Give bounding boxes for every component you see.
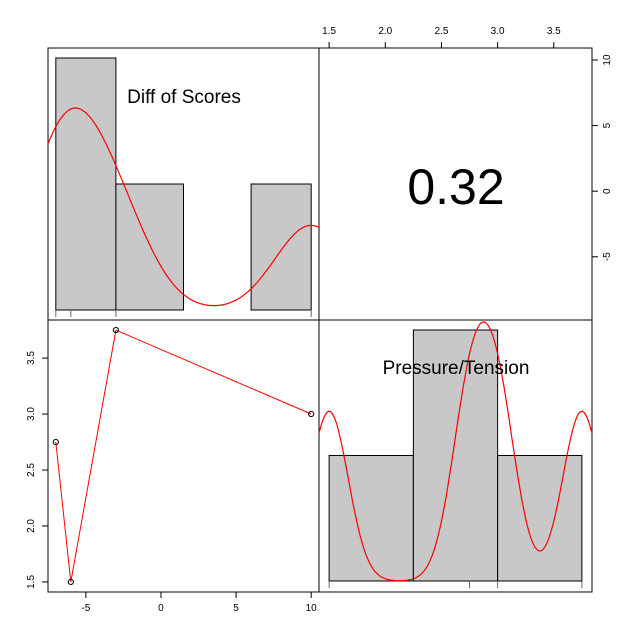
scatter-point	[67, 578, 74, 586]
panel-bottom-left-frame	[47, 319, 320, 593]
axis-top-tick-label: 3.5	[547, 26, 561, 37]
axis-right-tick-label: 5	[602, 122, 613, 128]
hist-pressure-bar	[412, 329, 499, 582]
hist-pressure-bar	[328, 455, 414, 582]
axis-bottom-tick-label: 0	[158, 603, 164, 614]
axis-top-tick-label: 2.5	[435, 26, 449, 37]
scatter-point	[112, 326, 120, 334]
axis-left-tick-label: 3.5	[26, 351, 37, 365]
axis-left-tick-label: 3.0	[26, 407, 37, 421]
hist-diff-bar	[115, 183, 184, 311]
axis-left-tick-label: 2.5	[26, 463, 37, 477]
axis-top-tick-label: 3.0	[491, 26, 505, 37]
axis-right-tick-label: 0	[602, 188, 613, 194]
axis-bottom-tick-label: -5	[81, 603, 90, 614]
axis-top-tick-label: 2.0	[378, 26, 392, 37]
diff-of-scores-label: Diff of Scores	[127, 87, 241, 108]
panel-bottom-right-frame	[318, 319, 593, 593]
hist-diff-bar	[250, 183, 312, 311]
hist-diff-bar	[55, 57, 117, 311]
axis-bottom-tick-label: 5	[233, 603, 239, 614]
axis-bottom-tick-label: 10	[306, 603, 318, 614]
axis-right-tick-label: -5	[602, 252, 613, 261]
scatter-point	[308, 410, 315, 418]
density-curve-pressure	[318, 321, 593, 582]
pressure-tension-label: Pressure/Tension	[383, 358, 530, 379]
density-curve-diff	[47, 107, 320, 307]
axis-top-tick-label: 1.5	[322, 26, 336, 37]
scatter-smooth-line	[55, 329, 312, 582]
correlation-value: 0.32	[407, 159, 504, 215]
axis-left-tick-label: 1.5	[26, 575, 37, 589]
hist-pressure-bar	[497, 455, 583, 582]
scatter-point	[52, 438, 59, 446]
axis-right-tick-label: 10	[602, 54, 613, 66]
axis-left-tick-label: 2.0	[26, 519, 37, 533]
